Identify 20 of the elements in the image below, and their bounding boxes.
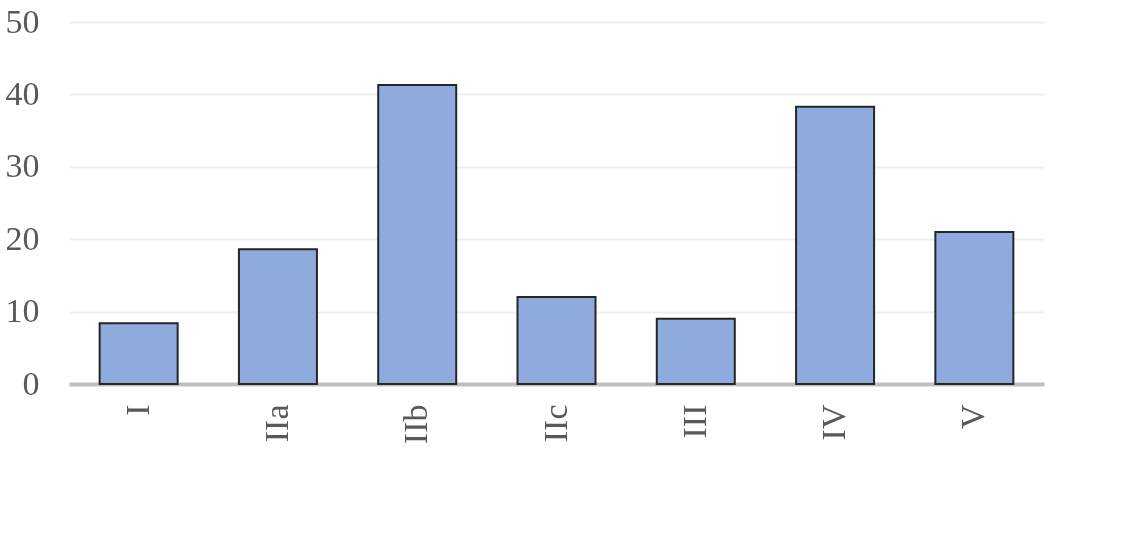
bar (934, 230, 1015, 385)
y-tick-label: 30 (5, 147, 40, 185)
x-tick-label: V (954, 404, 992, 430)
x-tick-label: IIa (257, 404, 295, 443)
bar (98, 322, 179, 385)
bar (795, 105, 876, 385)
y-tick-label: 0 (22, 364, 40, 402)
x-tick-label: III (675, 404, 713, 439)
y-tick-label: 40 (5, 74, 40, 112)
x-tick-label: I (118, 404, 156, 416)
bar (516, 296, 597, 385)
x-tick-label: IIb (397, 404, 435, 445)
bar (655, 317, 736, 385)
x-tick-label: IIc (536, 404, 574, 443)
bar (237, 248, 318, 385)
bar (377, 83, 458, 385)
x-tick-label: IV (815, 404, 853, 441)
y-tick-label: 50 (5, 2, 40, 40)
y-tick-label: 10 (5, 292, 40, 330)
y-tick-label: 20 (5, 219, 40, 257)
